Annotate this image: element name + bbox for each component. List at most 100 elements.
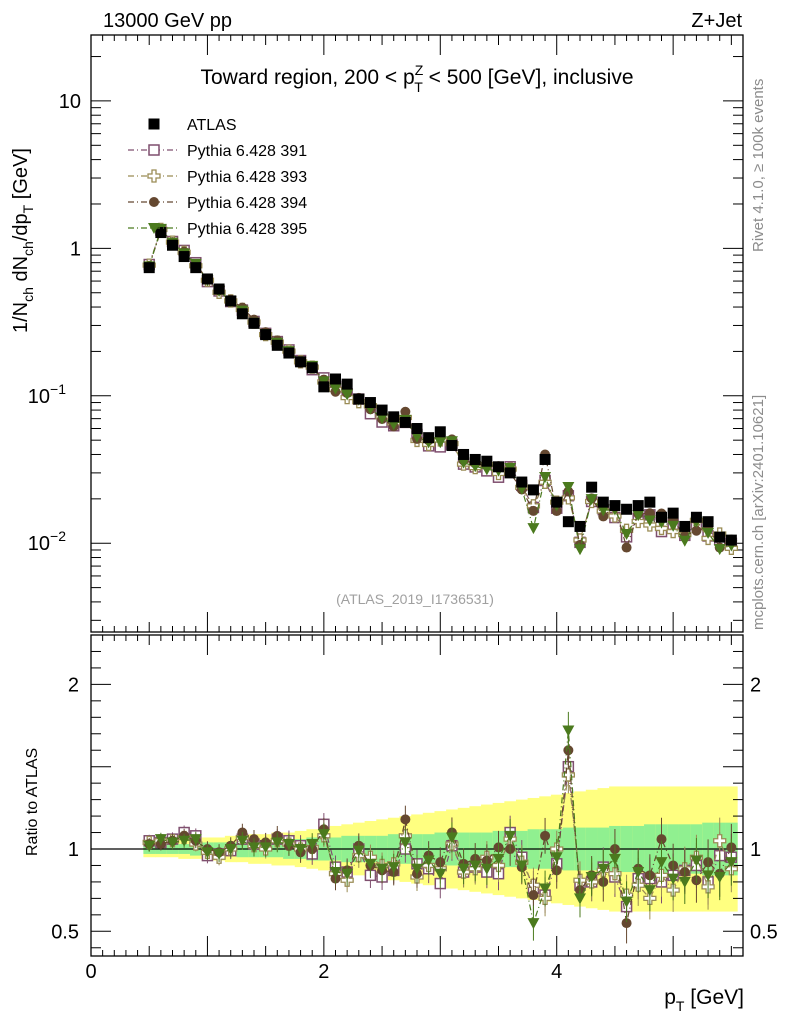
- main-point: [631, 514, 645, 529]
- atlas-data-point: [493, 461, 504, 473]
- main-point: [457, 457, 470, 469]
- ratio-point: [224, 844, 237, 855]
- main-point: [376, 413, 389, 425]
- main-point: [585, 494, 598, 506]
- atlas-data-point: [621, 503, 633, 515]
- ratio-point: [515, 860, 528, 872]
- y-axis-label: 1/Nch dNch/dpT [GeV]: [10, 148, 36, 333]
- legend-label: Pythia 6.428 394: [187, 195, 307, 212]
- ratio-y-axis-label: Ratio to ATLAS: [24, 748, 41, 856]
- atlas-data-point: [423, 432, 435, 444]
- main-series-line: [148, 228, 732, 545]
- atlas-data-point: [399, 416, 411, 428]
- main-point: [597, 505, 610, 517]
- atlas-data-point: [271, 339, 283, 351]
- ratio-point: [457, 863, 470, 875]
- atlas-data-point: [236, 308, 248, 320]
- atlas-data-point: [376, 404, 388, 416]
- atlas-data-point: [364, 397, 376, 409]
- axis-tick-labels: 0 2 4 10−2 10−1 1 10 0.5 0.5 1 1 2 2: [28, 91, 778, 983]
- atlas-data-point: [551, 496, 563, 508]
- main-panel-series: [142, 222, 739, 556]
- main-point: [329, 383, 342, 395]
- y-tick-label: 10: [59, 91, 81, 113]
- x-tick-label: 2: [318, 961, 329, 983]
- ratio-point: [643, 885, 656, 897]
- ratio-point: [597, 863, 610, 875]
- atlas-data-point: [260, 329, 272, 341]
- atlas-data-point: [527, 484, 539, 496]
- legend-label: Pythia 6.428 393: [187, 169, 307, 186]
- atlas-data-point: [539, 453, 551, 465]
- ratio-point: [201, 847, 214, 859]
- y-tick-label: 1: [70, 238, 81, 260]
- ratio-point: [329, 867, 342, 879]
- atlas-data-point: [178, 251, 190, 263]
- ratio-tick-label-left: 0.5: [51, 921, 79, 943]
- atlas-data-point: [295, 356, 307, 368]
- atlas-data-point: [481, 455, 493, 467]
- atlas-data-point: [201, 273, 213, 285]
- atlas-data-point: [574, 520, 586, 532]
- legend-marker: [149, 197, 159, 207]
- main-point: [574, 544, 586, 556]
- legend-entry-2: Pythia 6.428 393: [128, 169, 307, 186]
- ratio-point: [259, 842, 272, 854]
- legend-label: Pythia 6.428 395: [187, 221, 307, 238]
- process-label: Z+Jet: [691, 10, 742, 32]
- y-tick-label: 10−1: [28, 381, 66, 408]
- ratio-point: [411, 863, 423, 875]
- ratio-point: [317, 829, 330, 841]
- atlas-data-point: [306, 362, 318, 374]
- main-series-line: [148, 228, 732, 549]
- analysis-id-label: (ATLAS_2019_I1736531): [336, 591, 494, 607]
- atlas-data-point: [434, 426, 446, 438]
- ratio-point: [166, 837, 179, 849]
- ratio-tick-label-right: 1: [750, 839, 761, 861]
- legend-marker: [147, 169, 161, 183]
- atlas-data-point: [516, 476, 528, 488]
- main-series-line: [148, 227, 732, 550]
- ratio-point: [434, 868, 447, 880]
- atlas-data-point: [656, 511, 667, 523]
- legend-label: ATLAS: [187, 117, 237, 134]
- atlas-data-point: [714, 531, 726, 543]
- atlas-data-point: [446, 440, 458, 452]
- mcplots-source-label: mcplots.cern.ch [arXiv:2401.10621]: [750, 395, 767, 630]
- legend-entry-0: ATLAS: [148, 117, 237, 134]
- axis-ticks: [90, 35, 744, 956]
- ratio-point: [399, 837, 412, 849]
- atlas-data-point: [143, 262, 155, 274]
- main-point: [667, 520, 680, 532]
- ratio-point: [376, 863, 389, 875]
- legend-label: Pythia 6.428 391: [187, 143, 307, 160]
- atlas-data-point: [667, 507, 679, 519]
- ratio-tick-label-right: 0.5: [750, 921, 778, 943]
- x-axis-label: pT [GeV]: [664, 986, 744, 1014]
- atlas-data-point: [330, 373, 341, 385]
- main-point: [434, 437, 447, 449]
- y-tick-label: 10−2: [28, 528, 66, 555]
- ratio-point: [621, 918, 632, 929]
- ratio-series-line: [149, 750, 732, 924]
- atlas-data-point: [702, 516, 714, 528]
- main-point: [702, 527, 715, 539]
- legend-entry-4: Pythia 6.428 395: [128, 221, 307, 238]
- ratio-point: [469, 860, 482, 872]
- legend-marker: [148, 144, 160, 156]
- ratio-point: [702, 870, 715, 882]
- ratio-point: [550, 852, 563, 864]
- ratio-point: [655, 857, 668, 869]
- atlas-data-point: [562, 516, 574, 528]
- main-point: [341, 389, 354, 401]
- ratio-point: [540, 830, 551, 841]
- atlas-data-series: [143, 227, 737, 546]
- main-point: [678, 535, 691, 547]
- ratio-point: [528, 890, 539, 901]
- ratio-point: [236, 835, 249, 847]
- atlas-data-point: [504, 467, 516, 479]
- main-point: [528, 505, 539, 516]
- ratio-point: [400, 814, 411, 825]
- atlas-data-point: [190, 262, 202, 274]
